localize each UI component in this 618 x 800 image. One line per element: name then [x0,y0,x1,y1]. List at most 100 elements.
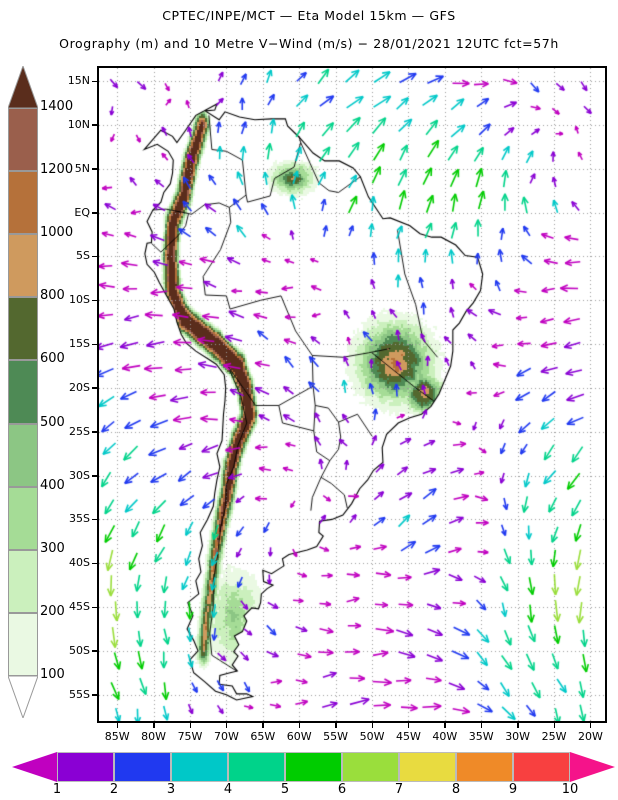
lat-tick [92,562,97,565]
orography-colorbar-tick-label: 300 [40,540,65,556]
orography-colorbar-tick-label: 1200 [40,162,74,178]
wind-colorbar-tick-label: 2 [109,782,119,797]
lat-axis-label: 25S [69,424,90,438]
lon-axis-label: 65W [250,730,276,743]
lon-tick [480,723,483,728]
wind-colorbar-tick-label: 4 [223,782,233,797]
orography-colorbar-tick-label: 100 [40,667,65,682]
lon-tick [335,723,337,728]
orography-colorbar-segment [8,612,38,676]
orography-colorbar [8,108,38,676]
lat-tick [92,80,97,83]
wind-colorbar-tick-label: 10 [561,782,579,797]
wind-colorbar-tick-label: 9 [508,782,518,797]
lat-tick [92,299,97,302]
lon-tick [298,723,301,728]
wind-colorbar-segment [285,752,342,782]
lon-tick [444,723,446,728]
lon-axis-label: 45W [395,730,421,743]
lat-axis-label: 10S [69,293,90,307]
orography-colorbar-segment [8,486,38,550]
orography-colorbar-segment [8,360,38,424]
wind-colorbar-segment [114,752,171,782]
wind-colorbar-tick-label: 3 [166,782,176,797]
orography-colorbar-segment [8,297,38,361]
lat-tick [92,694,97,696]
orography-colorbar-tick-label: 600 [40,351,65,367]
orography-colorbar-segment [8,549,38,613]
wind-colorbar-segment [342,752,399,782]
lon-tick [225,723,228,728]
lat-axis-label: 30S [69,468,90,482]
wind-colorbar-segment [171,752,228,782]
orography-colorbar-cap-top [7,64,39,109]
lat-tick [92,124,97,126]
lon-tick [153,723,155,728]
orography-colorbar-cap-bottom [7,675,39,720]
orography-colorbar-segment [8,423,38,487]
orography-colorbar-tick-label: 500 [40,414,65,430]
lat-tick [92,255,97,258]
orography-colorbar-tick-label: 1000 [40,225,74,241]
orography-colorbar-segment [8,171,38,235]
lat-axis-label: 5N [74,161,90,175]
wind-speed-colorbar [0,752,618,782]
lon-axis-label: 40W [432,730,458,743]
lat-tick [92,343,97,346]
wind-colorbar-cap-right [570,752,615,786]
lat-tick [92,168,97,170]
lon-axis-label: 20W [578,730,603,743]
lat-axis-label: 5S [76,249,90,263]
wind-vector-layer [99,68,605,721]
lat-tick [92,212,97,214]
lon-axis-label: 50W [359,730,385,743]
lon-tick [589,723,592,728]
wind-colorbar-tick-label: 1 [52,782,62,797]
lat-axis-label: 20S [69,380,90,394]
lon-tick [407,723,410,728]
wind-colorbar-tick-label: 8 [451,782,461,797]
wind-colorbar-tick-label: 6 [337,782,347,797]
lat-tick [92,606,97,609]
lat-axis-label: 50S [69,643,90,657]
page-subtitle: Orography (m) and 10 Metre V−Wind (m/s) … [59,36,559,51]
wind-colorbar-segment [513,752,570,782]
lat-axis-label: 15N [67,74,90,88]
lat-axis-label: 10N [67,117,90,131]
lat-tick [92,475,97,477]
lat-axis-label: 45S [69,600,90,614]
orography-colorbar-tick-label: 800 [40,288,65,304]
lon-tick [371,723,374,728]
lon-axis-label: 85W [104,730,130,743]
lon-tick [517,723,519,728]
wind-colorbar-segment [399,752,456,782]
lat-axis-label: 15S [69,337,90,351]
lon-tick [262,723,264,728]
lon-axis-label: 25W [541,730,567,743]
lon-axis-label: 80W [141,730,167,743]
lon-axis-label: 60W [286,730,312,743]
lat-tick [92,650,97,652]
page-title: CPTEC/INPE/MCT — Eta Model 15km — GFS [162,8,456,23]
orography-colorbar-tick-label: 400 [40,477,65,493]
wind-colorbar-segment [228,752,285,782]
wind-colorbar-tick-label: 5 [280,782,290,797]
orography-colorbar-tick-label: 1400 [40,99,74,114]
lon-axis-label: 30W [505,730,531,743]
orography-colorbar-segment [8,234,38,298]
lat-axis-label: EQ [74,205,90,219]
lon-tick [189,723,191,728]
wind-colorbar-segment [456,752,513,782]
wind-colorbar-segment [57,752,114,782]
map-plot-area [97,66,607,723]
lon-axis-label: 55W [323,730,349,743]
orography-colorbar-tick-label: 200 [40,603,65,619]
lat-axis-label: 40S [69,556,90,570]
orography-colorbar-segment [8,108,38,172]
lat-tick [92,387,97,389]
lon-tick [553,723,556,728]
lat-tick [92,431,97,433]
lat-axis-label: 35S [69,512,90,526]
lon-axis-label: 35W [468,730,494,743]
lat-tick [92,518,97,521]
